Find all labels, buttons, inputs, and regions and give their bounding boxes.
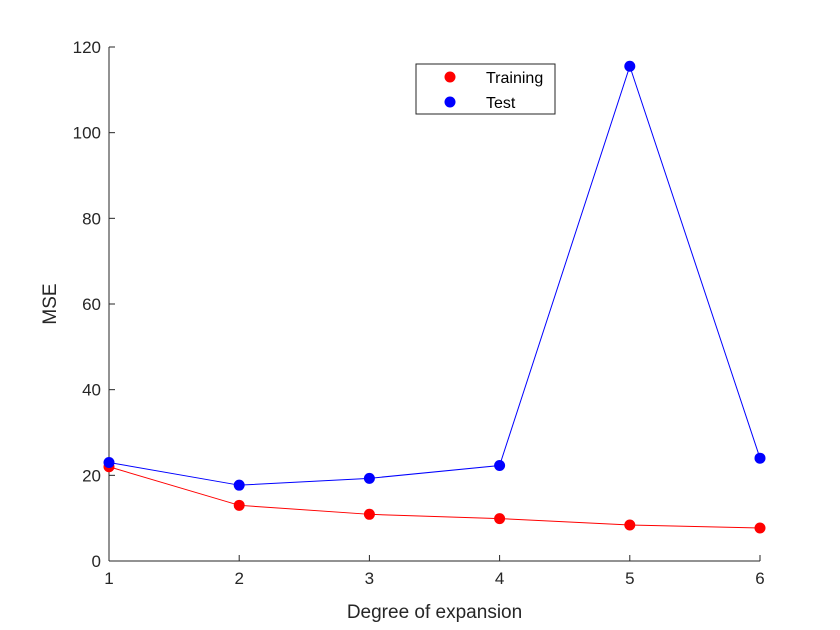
legend-label-test: Test [486, 95, 516, 112]
series-line-test [108, 64, 761, 486]
y-axis-label: MSE [40, 283, 61, 324]
x-tick-label: 3 [365, 569, 374, 588]
legend-box [415, 63, 556, 115]
data-point-training [624, 519, 636, 531]
series-test [103, 60, 766, 491]
y-tick-label: 0 [92, 552, 101, 571]
y-tick-label: 120 [73, 38, 101, 57]
legend-label-training: Training [486, 70, 543, 87]
x-tick-label: 2 [234, 569, 243, 588]
y-tick-label: 80 [82, 209, 101, 228]
data-point-test [754, 452, 766, 464]
y-tick-label: 20 [82, 466, 101, 485]
data-point-test [624, 60, 636, 72]
y-tick-label: 40 [82, 381, 101, 400]
data-point-training [233, 499, 245, 511]
data-point-test [494, 459, 506, 471]
legend-marker-test [444, 96, 456, 108]
legend-marker-training [444, 71, 456, 83]
data-point-test [103, 456, 115, 468]
data-point-training [754, 522, 766, 534]
data-point-training [363, 508, 375, 520]
x-tick-label: 1 [104, 569, 113, 588]
legend: Training Test [415, 63, 556, 115]
x-tick-label: 4 [495, 569, 504, 588]
x-tick-label: 6 [755, 569, 764, 588]
x-tick-label: 5 [625, 569, 634, 588]
x-axis-label: Degree of expansion [347, 602, 522, 623]
y-tick-label: 60 [82, 295, 101, 314]
series-layer [103, 60, 766, 534]
data-point-test [233, 479, 245, 491]
y-tick-label: 100 [73, 124, 101, 143]
data-point-test [363, 472, 375, 484]
data-point-training [494, 513, 506, 525]
series-line-training [108, 466, 761, 529]
